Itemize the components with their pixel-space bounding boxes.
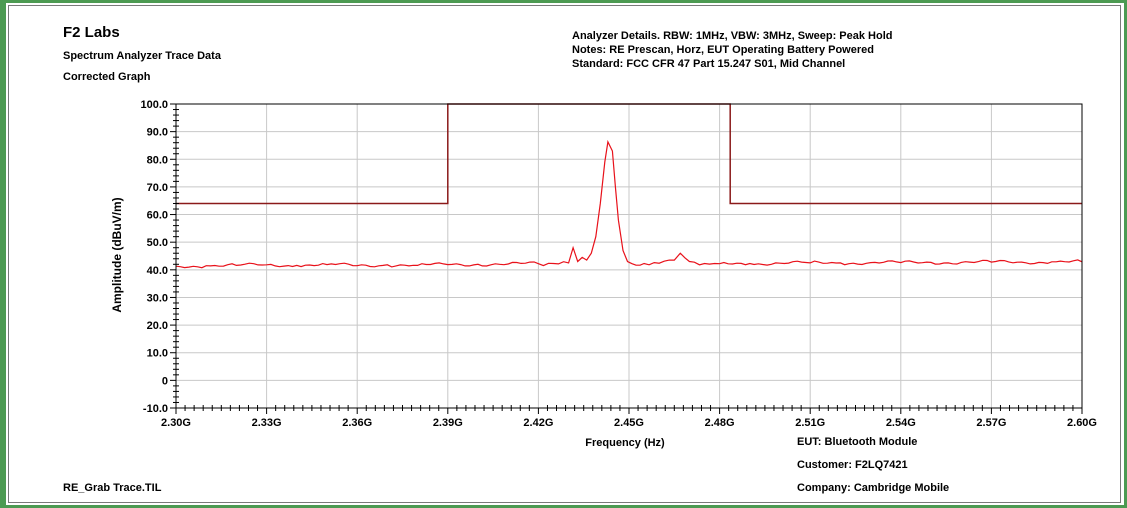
y-tick-label: 60.0: [147, 210, 168, 222]
company-label: Company: Cambridge Mobile: [797, 482, 950, 494]
x-tick-label: 2.42G: [523, 417, 553, 429]
x-tick-label: 2.54G: [886, 417, 916, 429]
y-axis-label: Amplitude (dBuV/m): [110, 197, 124, 312]
trace-series-line: [175, 139, 1083, 269]
frame-right-bar: [1124, 0, 1127, 508]
customer-label: Customer: F2LQ7421: [797, 459, 908, 471]
y-tick-label: 100.0: [140, 99, 168, 111]
y-tick-label: 20.0: [147, 320, 168, 332]
y-tick-label: 0: [162, 375, 168, 387]
y-tick-label: 90.0: [147, 127, 168, 139]
y-tick-label: 70.0: [147, 182, 168, 194]
file-name: RE_Grab Trace.TIL: [63, 482, 162, 494]
y-tick-label: 10.0: [147, 348, 168, 360]
y-tick-label: -10.0: [143, 403, 168, 415]
y-tick-label: 30.0: [147, 292, 168, 304]
analyzer-details: Analyzer Details. RBW: 1MHz, VBW: 3MHz, …: [572, 30, 893, 42]
graph-type-label: Corrected Graph: [63, 71, 151, 83]
x-tick-label: 2.45G: [614, 417, 644, 429]
eut-label: EUT: Bluetooth Module: [797, 436, 918, 448]
x-tick-label: 2.57G: [976, 417, 1006, 429]
frame-left-bar: [0, 0, 6, 508]
x-tick-label: 2.30G: [161, 417, 191, 429]
x-tick-label: 2.48G: [705, 417, 735, 429]
frame-top-bar: [0, 0, 1127, 3]
x-tick-label: 2.39G: [433, 417, 463, 429]
x-axis-label: Frequency (Hz): [585, 437, 665, 449]
x-tick-label: 2.36G: [342, 417, 372, 429]
test-standard: Standard: FCC CFR 47 Part 15.247 S01, Mi…: [572, 58, 846, 70]
axes: 2.30G 2.33G 2.36G 2.39G 2.42G 2.45G 2.48G 2.51G…: [140, 99, 1097, 429]
company-title: F2 Labs: [63, 24, 120, 41]
report-border: [8, 5, 1121, 503]
test-notes: Notes: RE Prescan, Horz, EUT Operating B…: [572, 44, 874, 56]
x-tick-label: 2.51G: [795, 417, 825, 429]
frame-bottom-bar: [0, 505, 1127, 508]
report-subtitle: Spectrum Analyzer Trace Data: [63, 50, 221, 62]
y-tick-label: 50.0: [147, 237, 168, 249]
x-tick-label: 2.60G: [1067, 417, 1097, 429]
x-tick-label: 2.33G: [252, 417, 282, 429]
y-tick-label: 80.0: [147, 154, 168, 166]
grid: [176, 104, 1082, 408]
y-tick-label: 40.0: [147, 265, 168, 277]
